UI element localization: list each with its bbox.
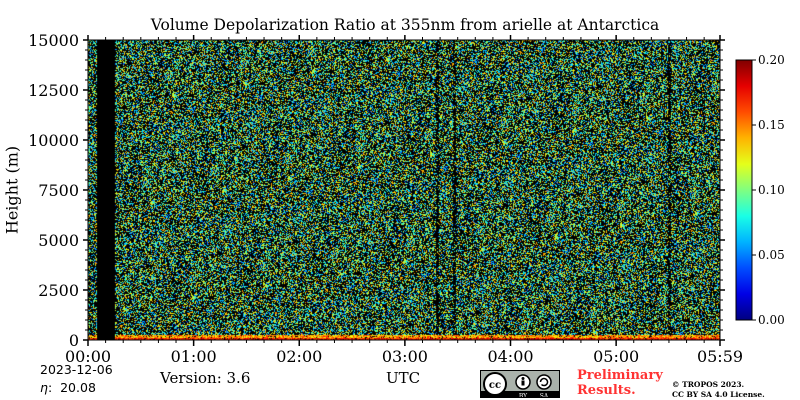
x-axis: 00:00 01:00 02:00 03:00 04:00 05:00 05:59 <box>65 35 743 366</box>
preliminary-notice: Preliminary Results. <box>577 368 663 398</box>
preliminary-line-2: Results. <box>577 383 636 398</box>
colorbar-tick-label: 0.15 <box>758 118 785 132</box>
x-tick-label: 05:59 <box>697 347 743 366</box>
copyright-line-2: CC BY SA 4.0 License. <box>672 390 765 399</box>
x-tick-label: 05:00 <box>593 347 639 366</box>
x-tick-label: 03:00 <box>382 347 428 366</box>
version-label: Version: 3.6 <box>160 369 251 387</box>
x-axis-label: UTC <box>386 369 421 387</box>
y-axis: 0 2500 5000 7500 10000 12500 15000 <box>28 31 725 350</box>
colorbar-tick-label: 0.05 <box>758 248 785 262</box>
y-tick-label: 7500 <box>38 181 79 200</box>
y-tick-label: 12500 <box>28 81 79 100</box>
y-tick-label: 2500 <box>38 281 79 300</box>
colorbar-tick-label: 0.20 <box>758 53 785 67</box>
cc-by-sa-license-icon: cc BY SA <box>480 370 560 398</box>
eta-label: η: 20.08 <box>40 380 96 395</box>
preliminary-line-1: Preliminary <box>577 368 663 383</box>
y-tick-label: 5000 <box>38 231 79 250</box>
y-tick-label: 0 <box>69 331 79 350</box>
colorbar-tick-label: 0.10 <box>758 183 785 197</box>
chart-title: Volume Depolarization Ratio at 355nm fro… <box>150 16 660 34</box>
x-tick-label: 01:00 <box>171 347 217 366</box>
x-tick-label: 02:00 <box>276 347 322 366</box>
svg-text:BY: BY <box>519 393 528 398</box>
x-tick-label: 00:00 <box>65 347 111 366</box>
copyright-notice: © TROPOS 2023. CC BY SA 4.0 License. <box>672 380 765 400</box>
colorbar-tick-label: 0.00 <box>758 313 785 327</box>
depolarization-heatmap <box>88 40 720 340</box>
plot-area <box>87 39 721 341</box>
svg-text:cc: cc <box>489 380 501 391</box>
svg-text:SA: SA <box>540 393 549 398</box>
eta-value: 20.08 <box>60 380 96 395</box>
x-tick-label: 04:00 <box>487 347 533 366</box>
date-label: 2023-12-06 <box>40 362 113 377</box>
y-tick-label: 15000 <box>28 31 79 50</box>
copyright-line-1: © TROPOS 2023. <box>672 380 745 389</box>
y-tick-label: 10000 <box>28 131 79 150</box>
colorbar-gradient <box>735 59 753 321</box>
colorbar: 0.00 0.05 0.10 0.15 0.20 <box>735 53 785 327</box>
